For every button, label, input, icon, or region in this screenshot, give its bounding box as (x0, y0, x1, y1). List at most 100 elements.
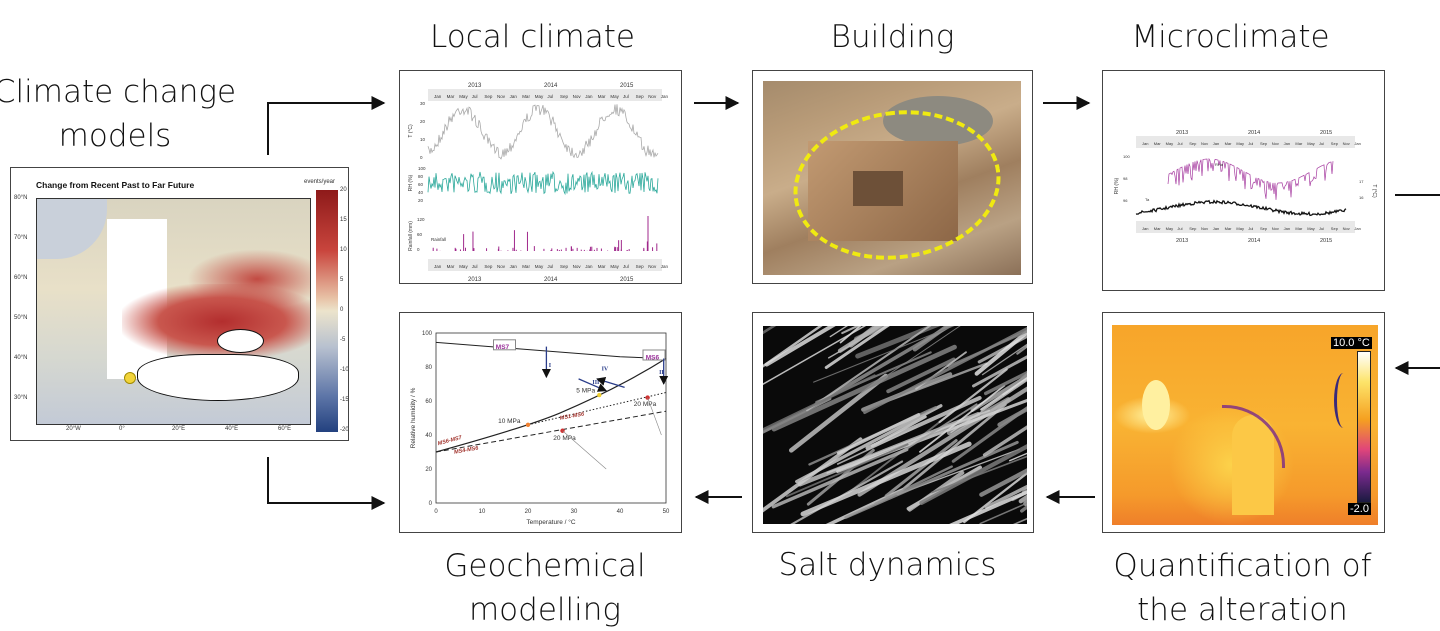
year-label: 2015 (620, 277, 634, 283)
trajectory-line (647, 397, 662, 436)
x-tick: 20 (525, 509, 532, 515)
month-label: Mar (1154, 141, 1162, 146)
y-tick: 60 (425, 399, 432, 405)
fiber (919, 440, 1033, 506)
rh-line (427, 170, 659, 196)
rain-legend: Rainfall (431, 237, 446, 242)
fiber (844, 440, 1019, 519)
month-label: Sep (1331, 226, 1339, 231)
month-label: Jul (1319, 226, 1324, 231)
label-geochemical: Geochemical modelling (400, 546, 690, 630)
month-label: Jul (1248, 226, 1253, 231)
month-label: Mar (1225, 141, 1233, 146)
rh-line (1167, 157, 1334, 200)
lon-label: 20°E (172, 426, 186, 432)
sem-image-panel (752, 312, 1034, 533)
pressure-label: 20 MPa (553, 435, 576, 442)
fiber (981, 339, 1033, 376)
fiber (984, 481, 1033, 509)
month-label: Mar (598, 94, 606, 99)
fiber (979, 499, 1033, 525)
lat-label: 70°N (14, 235, 28, 241)
fiber (982, 421, 1033, 457)
lat-label: 80°N (14, 195, 28, 201)
fiber (836, 413, 921, 455)
mediterranean-sea (137, 354, 299, 401)
y-tick: 0 (429, 501, 433, 507)
geochemical-chart: 0 10 20 30 40 50 0 20 40 60 80 100 Temperature / °C R… (399, 312, 682, 533)
line-label: MS4-MS6 (454, 445, 480, 455)
month-label: Jan (434, 264, 442, 269)
month-label: May (1236, 226, 1244, 231)
month-label: Jan (1284, 141, 1290, 146)
ms1-ms6-line (527, 392, 667, 426)
month-label: Jan (1142, 226, 1148, 231)
local-climate-plot: 2013 2013 2014 2014 2015 2015 Jan Jan Mar Mar May M… (408, 83, 669, 283)
region-label: I (549, 363, 552, 369)
month-label: May (535, 94, 544, 99)
label-local-climate: Local climate (430, 19, 635, 55)
fiber (963, 467, 1033, 524)
label-building: Building (830, 19, 955, 55)
month-label: Jan (1284, 226, 1290, 231)
fiber (950, 375, 1033, 434)
label-line: models (58, 118, 172, 154)
tick: 30 (420, 101, 426, 106)
month-label: Sep (1331, 141, 1339, 146)
phase-diagram: 0 10 20 30 40 50 0 20 40 60 80 100 Temperature / °C R… (410, 331, 670, 526)
month-label: Jul (547, 94, 553, 99)
month-label: Jul (623, 94, 629, 99)
fiber (886, 357, 956, 394)
month-label: May (1166, 141, 1174, 146)
lon-label: 60°E (278, 426, 292, 432)
fiber (863, 323, 1033, 415)
local-climate-chart: 2013 2013 2014 2014 2015 2015 Jan Jan Mar Mar May M… (399, 70, 682, 284)
fiber (813, 320, 968, 383)
black-sea (217, 329, 264, 353)
phase-box (493, 339, 516, 351)
pressure-label: 20 MPa (634, 401, 657, 408)
cold-arch (1222, 405, 1285, 468)
fiber (829, 313, 869, 338)
temperature-scale (1357, 351, 1371, 503)
month-label: Mar (1225, 226, 1233, 231)
lat-label: 50°N (14, 315, 28, 321)
label-line: Quantification of (1113, 548, 1372, 584)
mask (753, 313, 763, 532)
trajectory-line (562, 430, 607, 470)
month-label: Jan (661, 264, 669, 269)
warming-region (187, 249, 310, 309)
month-label: Sep (1189, 226, 1197, 231)
fiber (771, 447, 909, 509)
region-label: II (659, 370, 664, 376)
month-label: Jan (585, 264, 593, 269)
month-label: Mar (1295, 226, 1303, 231)
region-label: IV (602, 366, 609, 372)
year-label: 2015 (1320, 130, 1332, 136)
year-label: 2013 (468, 277, 482, 283)
month-label: Jul (1177, 226, 1182, 231)
month-label: Sep (484, 94, 493, 99)
bottom-axis-band (1136, 221, 1355, 233)
phase-label: MS6 (646, 354, 660, 361)
fiber (753, 313, 842, 375)
colorbar-tick: 20 (340, 187, 347, 193)
year-label: 2014 (1248, 130, 1260, 136)
courtyard (883, 96, 993, 146)
month-label: Nov (497, 94, 506, 99)
y-axis-label: Relative humidity / % (410, 387, 417, 448)
tick: 16 (1359, 195, 1364, 200)
label-line: Geochemical (444, 548, 646, 584)
colorbar-tick: 5 (340, 277, 344, 283)
scale-min: -2.0 (1348, 503, 1371, 515)
lon-label: 0° (119, 426, 125, 432)
month-label: May (535, 264, 544, 269)
direction-arrow (596, 376, 625, 389)
month-label: Jan (661, 94, 669, 99)
ms6-ms7-line (435, 357, 667, 453)
phase-label: MS7 (496, 344, 510, 351)
scale-max: 10.0 °C (1331, 337, 1372, 349)
month-label: Sep (636, 94, 645, 99)
fiber (972, 351, 1033, 388)
fiber (1001, 515, 1033, 531)
